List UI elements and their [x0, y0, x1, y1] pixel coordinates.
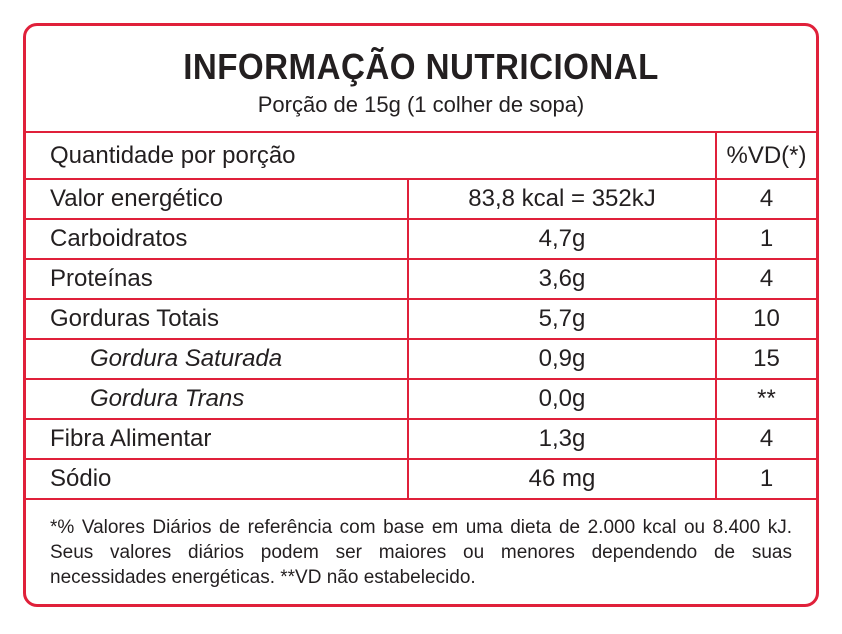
nutrient-vd: **	[715, 378, 816, 420]
header-quantity-label: Quantidade por porção	[26, 133, 718, 180]
title-block: INFORMAÇÃO NUTRICIONAL Porção de 15g (1 …	[26, 26, 816, 133]
panel-title: INFORMAÇÃO NUTRICIONAL	[183, 46, 659, 87]
nutrient-amount: 0,0g	[406, 378, 718, 420]
nutrient-amount: 3,6g	[406, 258, 718, 300]
nutrient-vd: 10	[715, 298, 816, 340]
nutrient-name-sub: Gordura Trans	[26, 378, 409, 420]
nutrient-amount: 1,3g	[406, 418, 718, 460]
table-row: Proteínas 3,6g 4	[26, 258, 816, 300]
nutrient-vd: 4	[715, 418, 816, 460]
nutrition-facts-panel: INFORMAÇÃO NUTRICIONAL Porção de 15g (1 …	[23, 23, 819, 607]
nutrition-table: Quantidade por porção %VD(*) Valor energ…	[26, 133, 816, 500]
nutrient-name: Valor energético	[26, 178, 409, 220]
nutrient-amount: 0,9g	[406, 338, 718, 380]
nutrient-amount: 83,8 kcal = 352kJ	[406, 178, 718, 220]
nutrient-name: Carboidratos	[26, 218, 409, 260]
footnote: *% Valores Diários de referência com bas…	[50, 517, 792, 588]
nutrient-name: Gorduras Totais	[26, 298, 409, 340]
table-row: Carboidratos 4,7g 1	[26, 218, 816, 260]
nutrient-vd: 1	[715, 458, 816, 500]
nutrient-name: Sódio	[26, 458, 409, 500]
table-row: Sódio 46 mg 1	[26, 458, 816, 500]
nutrient-vd: 1	[715, 218, 816, 260]
nutrient-name: Fibra Alimentar	[26, 418, 409, 460]
table-row: Gordura Saturada 0,9g 15	[26, 338, 816, 380]
table-row: Valor energético 83,8 kcal = 352kJ 4	[26, 178, 816, 220]
nutrient-name: Proteínas	[26, 258, 409, 300]
serving-size: Porção de 15g (1 colher de sopa)	[257, 92, 585, 117]
table-row: Gordura Trans 0,0g **	[26, 378, 816, 420]
nutrient-vd: 4	[715, 258, 816, 300]
nutrient-amount: 4,7g	[406, 218, 718, 260]
header-vd-label: %VD(*)	[715, 133, 816, 180]
nutrient-name-sub: Gordura Saturada	[26, 338, 409, 380]
nutrient-amount: 5,7g	[406, 298, 718, 340]
table-header-row: Quantidade por porção %VD(*)	[26, 133, 816, 180]
nutrient-vd: 15	[715, 338, 816, 380]
table-row: Gorduras Totais 5,7g 10	[26, 298, 816, 340]
nutrient-vd: 4	[715, 178, 816, 220]
nutrient-amount: 46 mg	[406, 458, 718, 500]
table-row: Fibra Alimentar 1,3g 4	[26, 418, 816, 460]
